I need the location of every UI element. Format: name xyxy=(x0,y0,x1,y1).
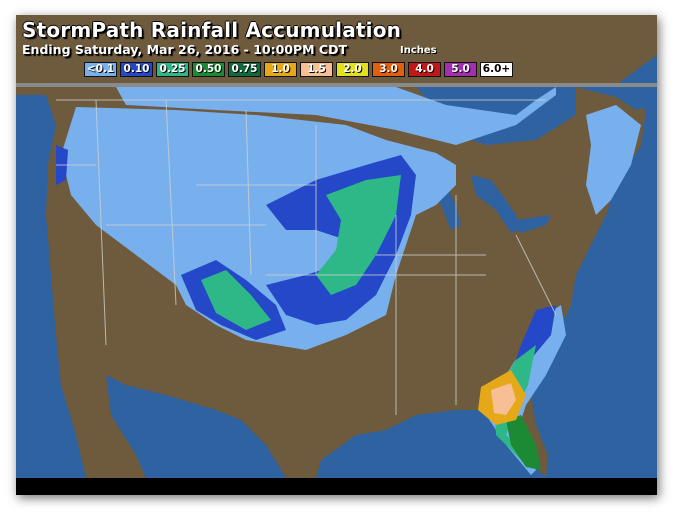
rain-025-band xyxy=(316,175,401,295)
legend-swatch: 1.5 xyxy=(300,62,333,77)
rain-lt01-canada xyxy=(116,87,556,145)
rain-15-georgia xyxy=(491,383,516,415)
rain-lt01-newengland xyxy=(586,105,641,215)
legend: <0.1 0.10 0.25 0.50 0.75 1.0 1.5 2.0 3.0… xyxy=(84,62,513,77)
bottom-bar xyxy=(16,478,657,495)
legend-swatch: 5.0 xyxy=(444,62,477,77)
atlantic-ne xyxy=(576,87,657,110)
legend-swatch: 0.75 xyxy=(228,62,261,77)
rainfall-map: StormPath Rainfall Accumulation Ending S… xyxy=(16,15,657,495)
legend-swatch: 4.0 xyxy=(408,62,441,77)
legend-swatch: 2.0 xyxy=(336,62,369,77)
legend-swatch: 3.0 xyxy=(372,62,405,77)
map-title: StormPath Rainfall Accumulation xyxy=(22,18,402,42)
legend-units: Inches xyxy=(400,45,437,56)
rain-050-fl xyxy=(506,415,541,470)
legend-swatch: 1.0 xyxy=(264,62,297,77)
legend-swatch: 0.10 xyxy=(120,62,153,77)
rain-025-sw xyxy=(201,270,271,330)
map-canvas xyxy=(16,15,657,495)
legend-swatch: 6.0+ xyxy=(480,62,513,77)
state-borders xyxy=(56,99,557,415)
legend-swatch: 0.25 xyxy=(156,62,189,77)
header-divider xyxy=(16,83,657,87)
legend-swatch: <0.1 xyxy=(84,62,117,77)
legend-swatch: 0.50 xyxy=(192,62,225,77)
map-subtitle: Ending Saturday, Mar 26, 2016 - 10:00PM … xyxy=(22,42,348,57)
